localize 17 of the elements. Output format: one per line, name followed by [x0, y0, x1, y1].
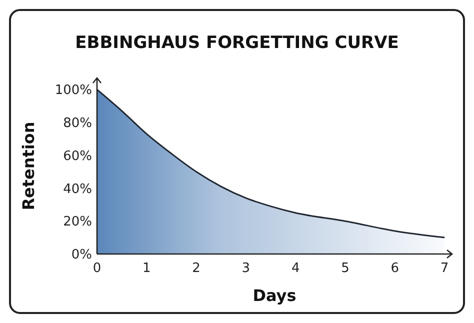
chart-title: EBBINGHAUS FORGETTING CURVE: [75, 33, 399, 53]
x-tick-label: 5: [341, 261, 350, 276]
x-tick-label: 6: [390, 261, 400, 276]
y-axis-title: Retention: [19, 122, 38, 210]
x-tick-label: 2: [192, 261, 200, 276]
y-tick-label: 40%: [63, 182, 92, 197]
y-tick-label: 60%: [63, 148, 92, 164]
x-tick-label: 7: [440, 261, 449, 276]
y-tick-label: 100%: [54, 83, 92, 98]
y-tick-label: 0%: [71, 248, 92, 263]
x-tick-label: 1: [142, 261, 151, 276]
y-tick-label: 20%: [63, 214, 92, 230]
x-axis-title: Days: [252, 286, 296, 305]
x-tick-label: 4: [291, 261, 300, 276]
y-tick-label: 80%: [63, 116, 92, 131]
x-tick-label: 0: [92, 261, 102, 276]
x-tick-label: 3: [242, 261, 250, 276]
